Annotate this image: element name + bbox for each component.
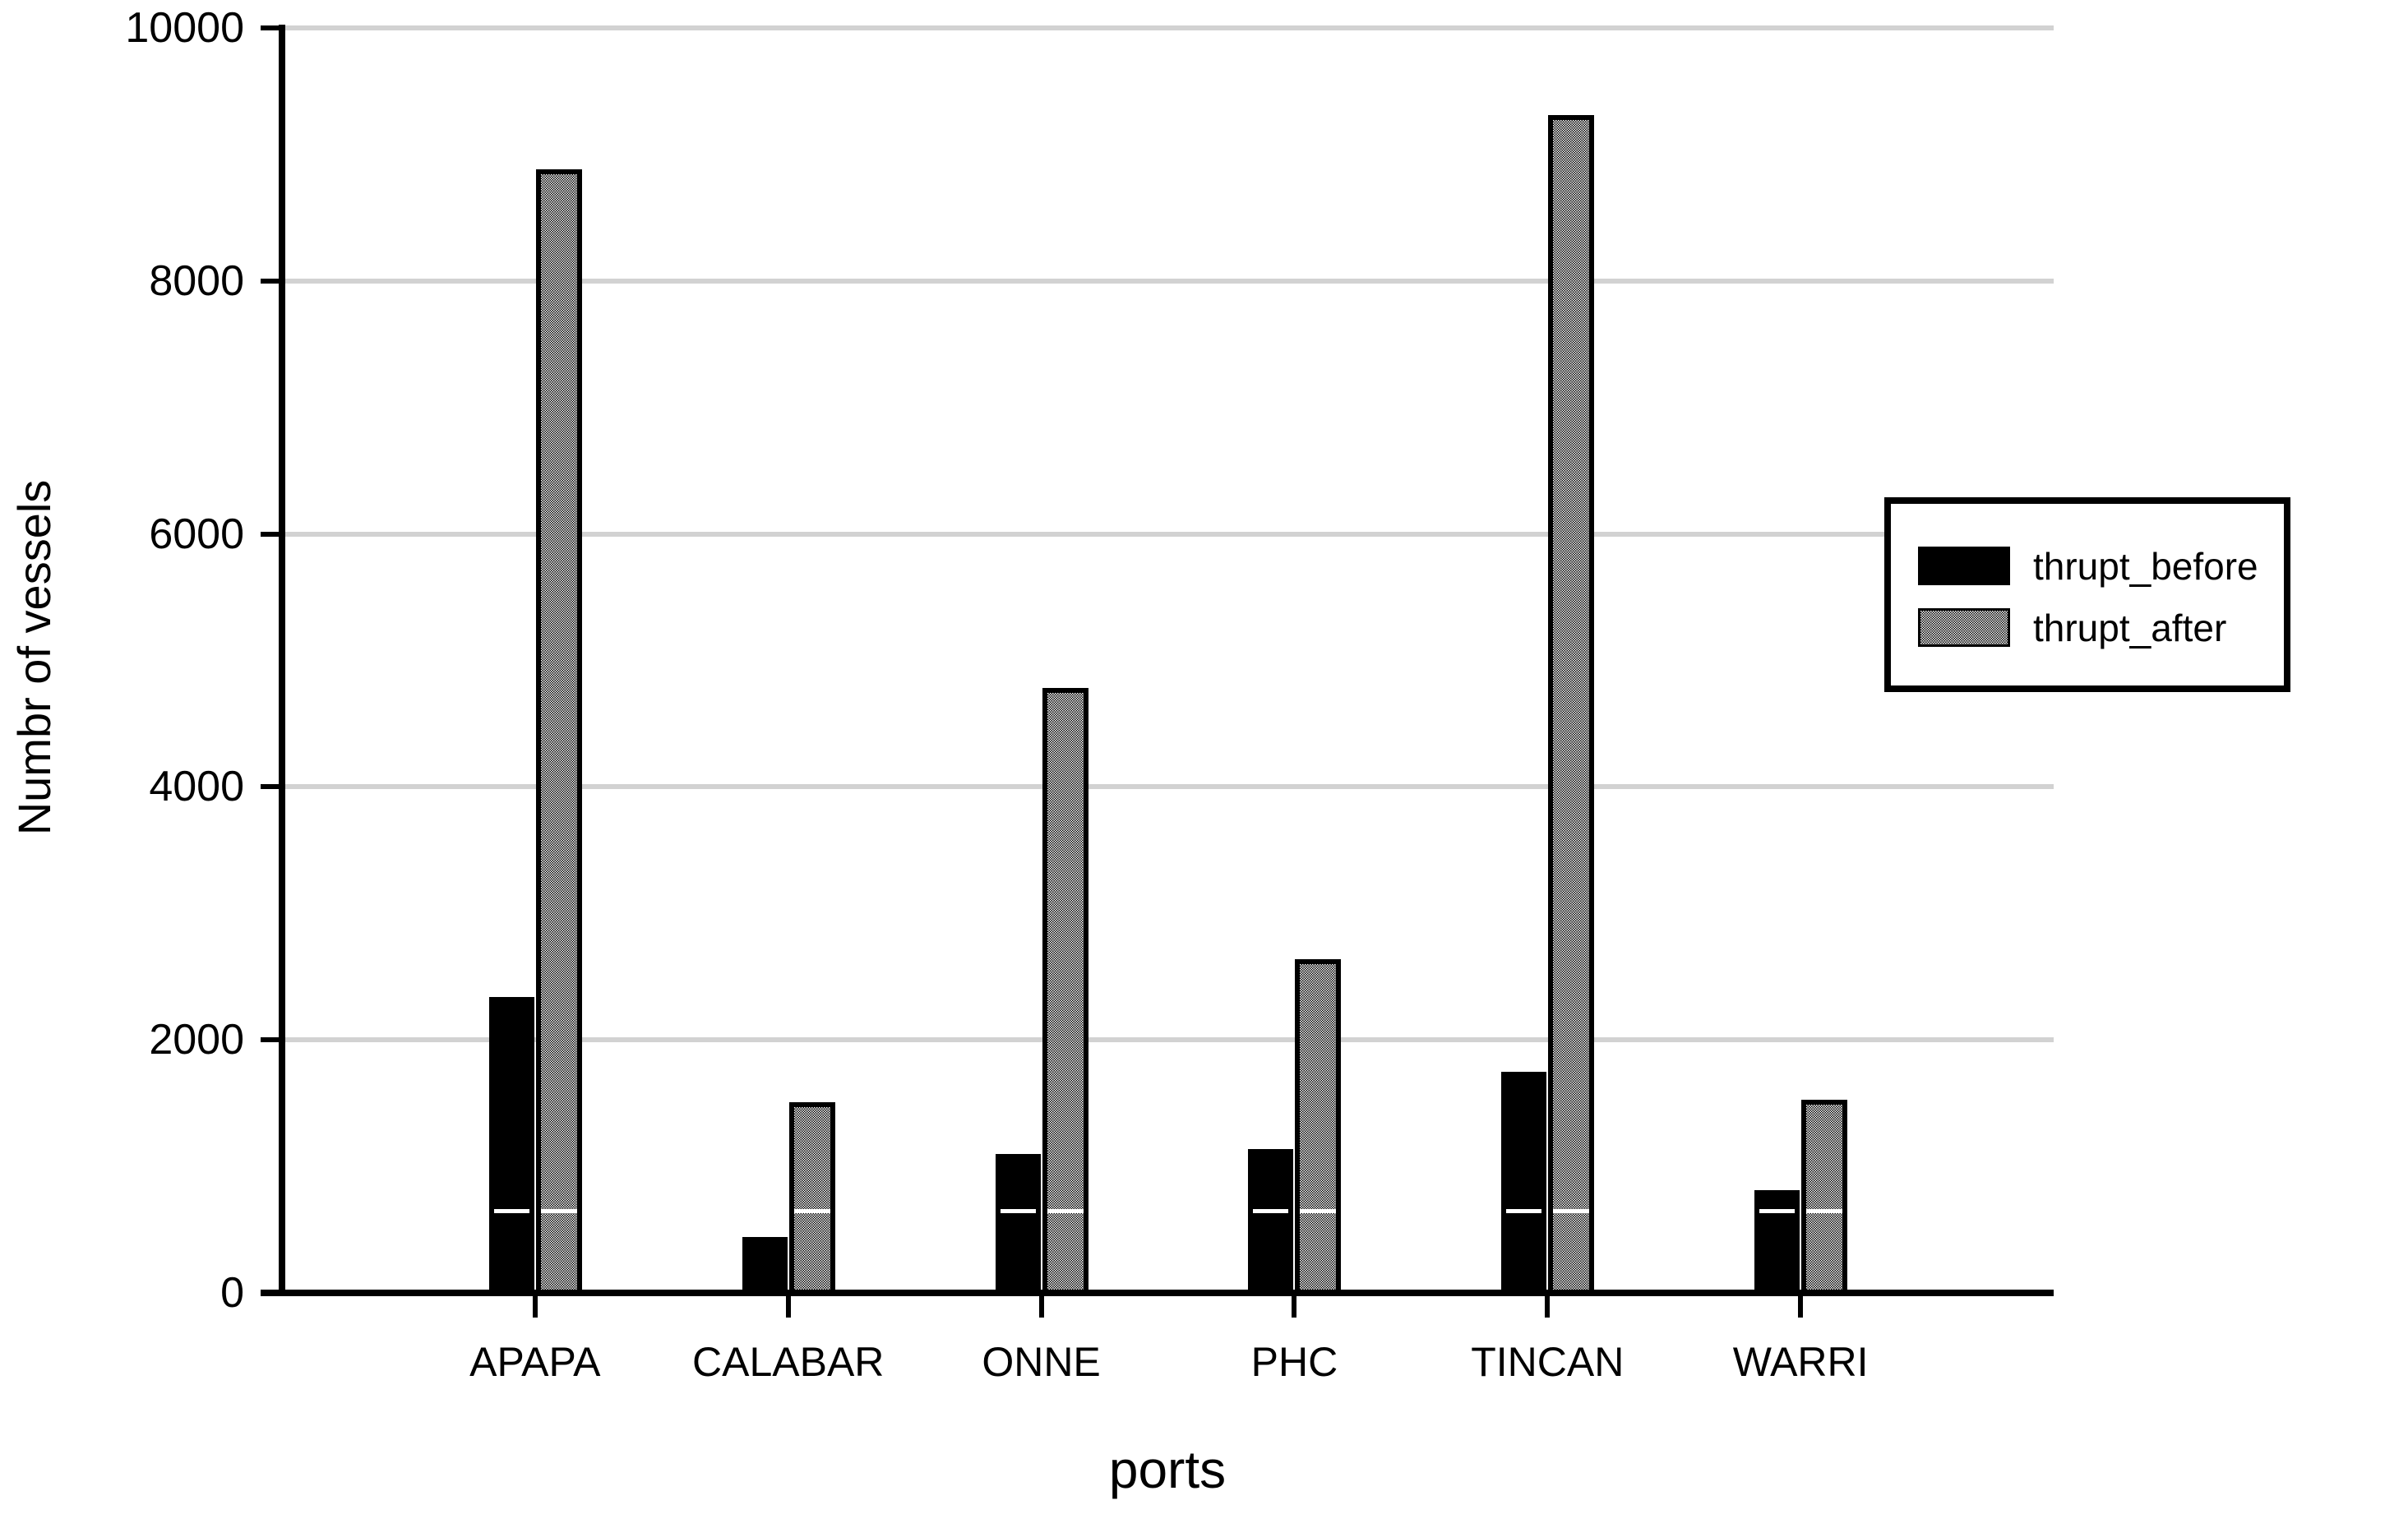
bar-highlight-stripe	[1300, 1209, 1337, 1213]
y-tick-4000	[261, 784, 282, 790]
bar-highlight-stripe	[1759, 1209, 1796, 1213]
y-tick-label-8000: 8000	[149, 256, 244, 305]
bar-thrupt_after-PHC	[1295, 959, 1342, 1293]
bar-thrupt_after-APAPA	[535, 169, 582, 1293]
bar-highlight-stripe	[1506, 1209, 1542, 1213]
y-tick-10000	[261, 25, 282, 30]
y-tick-label-6000: 6000	[149, 510, 244, 558]
x-tick-CALABAR	[785, 1296, 791, 1318]
y-gridline-8000	[282, 278, 2054, 284]
bar-highlight-stripe	[540, 1209, 577, 1213]
x-axis-title: ports	[1108, 1440, 1227, 1499]
legend-swatch-thrupt-after	[1918, 608, 2010, 647]
bar-thrupt_before-ONNE	[995, 1154, 1041, 1293]
bar-thrupt_before-PHC	[1248, 1149, 1294, 1293]
x-tick-APAPA	[532, 1296, 538, 1318]
y-gridline-4000	[282, 784, 2054, 790]
y-tick-label-2000: 2000	[149, 1016, 244, 1064]
bar-thrupt_before-CALABAR	[742, 1237, 788, 1293]
y-gridline-6000	[282, 531, 2054, 537]
bar-thrupt_after-ONNE	[1042, 688, 1088, 1293]
x-category-label-PHC: PHC	[1250, 1339, 1338, 1385]
bar-highlight-stripe	[493, 1209, 529, 1213]
y-gridline-10000	[282, 25, 2054, 30]
x-category-label-APAPA: APAPA	[469, 1339, 601, 1385]
bar-highlight-stripe	[1253, 1209, 1289, 1213]
x-tick-ONNE	[1038, 1296, 1044, 1318]
x-category-label-WARRI: WARRI	[1732, 1339, 1869, 1385]
legend-label-thrupt-before: thrupt_before	[2033, 545, 2258, 588]
bar-thrupt_after-WARRI	[1801, 1100, 1848, 1293]
y-tick-8000	[261, 278, 282, 284]
bar-highlight-stripe	[1000, 1209, 1036, 1213]
x-category-label-TINCAN: TINCAN	[1471, 1339, 1625, 1385]
x-tick-TINCAN	[1545, 1296, 1551, 1318]
x-category-label-ONNE: ONNE	[982, 1339, 1101, 1385]
bar-thrupt_before-TINCAN	[1501, 1072, 1547, 1293]
bar-thrupt_before-APAPA	[488, 997, 534, 1293]
bar-thrupt_before-WARRI	[1754, 1190, 1800, 1293]
bar-thrupt_after-TINCAN	[1548, 115, 1595, 1293]
y-gridline-2000	[282, 1037, 2054, 1043]
x-tick-WARRI	[1798, 1296, 1804, 1318]
bar-highlight-stripe	[793, 1209, 830, 1213]
y-tick-6000	[261, 531, 282, 537]
bar-highlight-stripe	[1047, 1209, 1084, 1213]
bar-highlight-stripe	[1553, 1209, 1590, 1213]
y-tick-label-0: 0	[220, 1269, 244, 1317]
bar-highlight-stripe	[1806, 1209, 1843, 1213]
bar-thrupt_after-CALABAR	[788, 1102, 835, 1293]
y-axis-line	[279, 25, 285, 1296]
x-category-label-CALABAR: CALABAR	[691, 1339, 885, 1385]
legend-swatch-thrupt-before	[1918, 547, 2010, 585]
y-tick-2000	[261, 1037, 282, 1043]
y-tick-label-4000: 4000	[149, 763, 244, 811]
legend-box: thrupt_before thrupt_after	[1884, 497, 2290, 692]
x-axis-line	[261, 1290, 2054, 1296]
x-tick-PHC	[1292, 1296, 1297, 1318]
legend-label-thrupt-after: thrupt_after	[2033, 607, 2227, 649]
y-axis-title: Numbr of vessels	[8, 479, 60, 836]
y-tick-label-10000: 10000	[125, 4, 244, 52]
